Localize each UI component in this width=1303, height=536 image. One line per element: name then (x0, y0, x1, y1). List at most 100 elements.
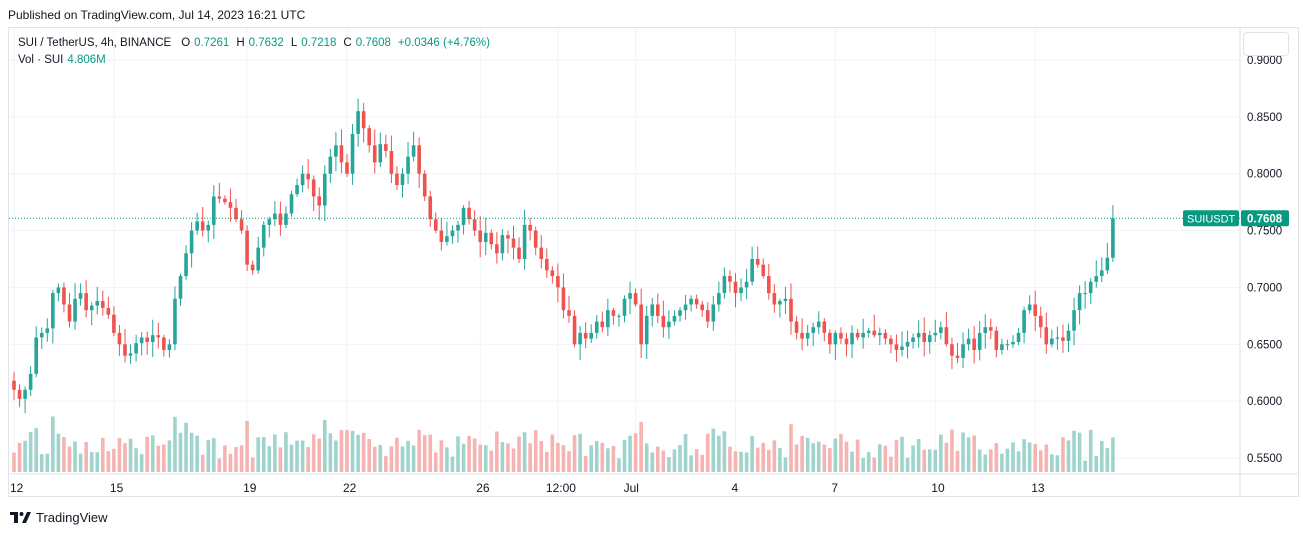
candle-body (345, 162, 349, 174)
candle-body (56, 287, 61, 294)
candle-body (478, 230, 482, 242)
candle-body (611, 310, 616, 316)
candle-body (217, 196, 222, 199)
candle-body (606, 310, 610, 328)
volume-bar (12, 452, 16, 472)
x-tick-label: 22 (343, 481, 357, 495)
volume-bar (34, 428, 38, 472)
candle-body (311, 179, 316, 197)
volume-bar (589, 445, 593, 472)
candle-body (334, 145, 338, 157)
x-tick-label: 10 (931, 481, 945, 495)
volume-bar (633, 433, 638, 472)
candle-body (850, 332, 854, 345)
volume-bar (1077, 432, 1082, 472)
candle-body (28, 373, 33, 390)
candle-body (101, 301, 105, 308)
candle-body (1050, 338, 1054, 345)
volume-bar (1000, 453, 1004, 472)
candle-body (939, 327, 943, 333)
candle-body (150, 335, 155, 343)
volume-bar (200, 454, 205, 472)
candle-body (395, 173, 399, 186)
candle-body (905, 342, 910, 347)
volume-bar (533, 430, 538, 472)
symbol-tag-label: SUIUSDT (1187, 213, 1236, 225)
snapshot-button[interactable] (1243, 32, 1289, 56)
y-tick-label: 0.5500 (1247, 453, 1282, 465)
volume-bar (378, 444, 383, 472)
volume-bar (994, 443, 999, 472)
candle-body (400, 173, 405, 186)
candle-body (39, 332, 44, 338)
candle-body (206, 224, 211, 231)
volume-bar (894, 440, 899, 472)
volume-bar (406, 440, 410, 472)
candle-body (789, 298, 793, 322)
candle-body (889, 338, 893, 345)
candle-body (372, 145, 377, 163)
volume-bar (728, 446, 732, 472)
legend-high-label: H (236, 37, 245, 49)
candle-body (994, 330, 999, 350)
volume-bar (839, 433, 843, 472)
volume-bar (783, 457, 788, 472)
volume-bar (828, 448, 832, 472)
volume-bar (223, 445, 227, 472)
y-tick-label: 0.8500 (1247, 112, 1282, 124)
volume-bar (123, 443, 127, 472)
tradingview-logo[interactable]: TradingView (10, 510, 108, 525)
volume-bar (234, 447, 238, 472)
candle-body (483, 232, 488, 242)
candle-body (961, 344, 965, 358)
candle-body (844, 338, 849, 345)
volume-bar (472, 438, 477, 472)
candle-body (434, 219, 438, 231)
volume-bar (273, 434, 277, 472)
x-tick-label: 15 (110, 481, 124, 495)
candle-body (1111, 218, 1115, 258)
volume-bar (944, 442, 949, 472)
chart-frame[interactable] (8, 27, 1299, 497)
legend-volume-label[interactable]: Vol · SUI (18, 54, 64, 66)
candle-body (1027, 304, 1032, 311)
candle-body (866, 330, 871, 333)
candle-body (461, 207, 466, 225)
legend-symbol[interactable]: SUI / TetherUS, 4h, BINANCE (18, 37, 172, 49)
volume-bar (1061, 437, 1065, 472)
volume-bar (1022, 439, 1026, 472)
candle-body (106, 307, 111, 315)
volume-bar (456, 436, 460, 472)
candle-body (250, 264, 255, 271)
volume-bar (772, 440, 777, 472)
volume-bar (367, 439, 371, 472)
volume-bar (67, 446, 72, 472)
candle-body (95, 301, 100, 306)
candle-body (989, 327, 993, 331)
volume-bar (983, 454, 988, 472)
volume-bar (617, 458, 621, 472)
candle-body (972, 338, 976, 350)
volume-bar (417, 429, 421, 472)
volume-bar (1050, 454, 1054, 472)
candle-body (556, 276, 560, 288)
volume-bar (450, 456, 455, 472)
volume-bar (495, 431, 499, 472)
volume-bar (139, 454, 144, 472)
candle-body (261, 224, 266, 248)
candle-body (173, 298, 177, 345)
volume-bar (844, 441, 849, 472)
symbol-tag (1183, 210, 1239, 227)
volume-bar (855, 439, 860, 472)
volume-bar (583, 456, 588, 472)
candle-body (872, 330, 877, 336)
candle-body (306, 173, 310, 180)
candle-body (356, 111, 360, 134)
candle-body (162, 337, 166, 350)
candle-body (761, 264, 766, 277)
volume-bar (561, 445, 566, 472)
volume-bar (927, 449, 932, 472)
candle-body (339, 145, 344, 163)
candle-body (73, 298, 77, 322)
